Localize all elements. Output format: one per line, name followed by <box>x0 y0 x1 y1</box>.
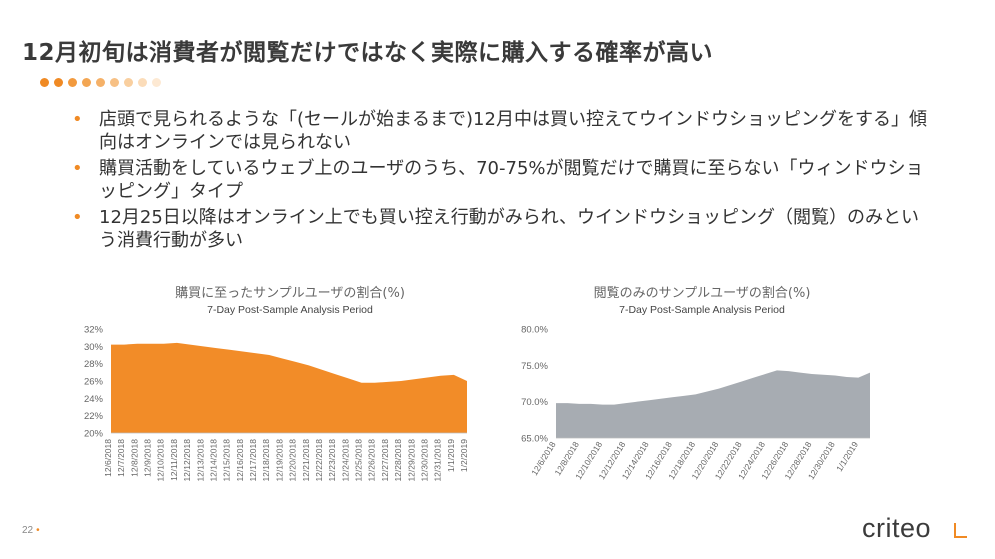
decorative-dot <box>110 78 119 87</box>
y-tick-label: 24% <box>84 394 104 405</box>
x-tick-label: 12/15/2018 <box>222 439 232 482</box>
x-tick-label: 12/19/2018 <box>274 439 284 482</box>
x-tick-label: 12/25/2018 <box>354 439 364 482</box>
decorative-dot <box>54 78 63 87</box>
x-tick-label: 12/31/2018 <box>433 439 443 482</box>
bullet-marker: • <box>72 109 83 130</box>
bullet-text: 店頭で見られるような「(セールが始まるまで)12月中は買い控えてウインドウショッ… <box>99 109 928 153</box>
logo-bracket-icon <box>954 523 967 538</box>
x-tick-label: 12/10/2018 <box>156 439 166 482</box>
y-tick-label: 65.0% <box>521 434 548 445</box>
x-tick-label: 12/14/2018 <box>208 439 218 482</box>
bullet-marker: • <box>72 207 83 228</box>
x-tick-label: 12/30/2018 <box>419 439 429 482</box>
page-number-text: 22 <box>22 525 34 536</box>
chart-purchased-title: 購買に至ったサンプルユーザの割合(%) <box>175 286 405 301</box>
x-tick-label: 12/29/2018 <box>406 439 416 482</box>
slide-title: 12月初旬は消費者が閲覧だけではなく実際に購入する確率が高い <box>22 40 714 66</box>
y-tick-label: 70.0% <box>521 397 548 408</box>
x-tick-label: 12/26/2018 <box>367 439 377 482</box>
x-tick-label: 12/6/2018 <box>103 439 113 477</box>
x-tick-label: 12/28/2018 <box>393 439 403 482</box>
series-area <box>556 370 870 438</box>
x-tick-label: 12/9/2018 <box>143 439 153 477</box>
bullet-marker: • <box>72 158 83 179</box>
bullet-item: • 12月25日以降はオンライン上でも買い控え行動がみられ、ウインドウショッピング… <box>72 206 932 252</box>
x-tick-label: 12/18/2018 <box>261 439 271 482</box>
x-tick-label: 12/7/2018 <box>116 439 126 477</box>
decorative-dot <box>82 78 91 87</box>
y-tick-label: 32% <box>84 325 104 336</box>
y-tick-label: 75.0% <box>521 361 548 372</box>
x-tick-label: 1/1/2019 <box>446 439 456 472</box>
y-tick-label: 22% <box>84 411 104 422</box>
x-tick-label: 12/11/2018 <box>169 439 179 481</box>
y-tick-label: 80.0% <box>521 325 548 336</box>
x-tick-label: 12/16/2018 <box>235 439 245 482</box>
y-tick-label: 28% <box>84 359 104 370</box>
x-tick-label: 12/17/2018 <box>248 439 258 482</box>
x-tick-label: 12/13/2018 <box>195 439 205 482</box>
bullet-item: • 購買活動をしているウェブ上のユーザのうち、70-75%が閲覧だけで購買に至らな… <box>72 157 932 203</box>
chart-purchased-subtitle: 7-Day Post-Sample Analysis Period <box>207 304 373 316</box>
decorative-dots <box>40 78 161 87</box>
x-tick-label: 12/22/2018 <box>314 439 324 482</box>
x-tick-label: 1/1/2019 <box>834 440 860 474</box>
decorative-dot <box>68 78 77 87</box>
chart-browse-subtitle: 7-Day Post-Sample Analysis Period <box>619 304 785 316</box>
x-tick-label: 12/12/2018 <box>182 439 192 482</box>
page-number: 22 • <box>22 525 40 536</box>
bullet-item: • 店頭で見られるような「(セールが始まるまで)12月中は買い控えてウインドウショ… <box>72 108 932 154</box>
x-tick-label: 12/23/2018 <box>327 439 337 482</box>
x-tick-label: 1/2/2019 <box>459 439 469 472</box>
x-tick-label: 12/20/2018 <box>288 439 298 482</box>
x-tick-label: 12/27/2018 <box>380 439 390 482</box>
x-tick-label: 12/21/2018 <box>301 439 311 482</box>
decorative-dot <box>138 78 147 87</box>
bullet-list: • 店頭で見られるような「(セールが始まるまで)12月中は買い控えてウインドウショ… <box>72 108 932 255</box>
x-tick-label: 12/24/2018 <box>340 439 350 482</box>
x-tick-label: 12/8/2018 <box>129 439 139 477</box>
decorative-dot <box>152 78 161 87</box>
page-number-dot: • <box>36 525 40 536</box>
bullet-text: 12月25日以降はオンライン上でも買い控え行動がみられ、ウインドウショッピング（… <box>99 207 919 251</box>
y-tick-label: 20% <box>84 429 104 440</box>
bullet-text: 購買活動をしているウェブ上のユーザのうち、70-75%が閲覧だけで購買に至らない… <box>99 158 924 202</box>
decorative-dot <box>40 78 49 87</box>
y-tick-label: 26% <box>84 377 104 388</box>
decorative-dot <box>96 78 105 87</box>
decorative-dot <box>124 78 133 87</box>
criteo-logo: criteo <box>862 513 932 543</box>
chart-browse-title: 閲覧のみのサンプルユーザの割合(%) <box>593 286 811 301</box>
series-area <box>111 342 467 433</box>
y-tick-label: 30% <box>84 342 104 353</box>
